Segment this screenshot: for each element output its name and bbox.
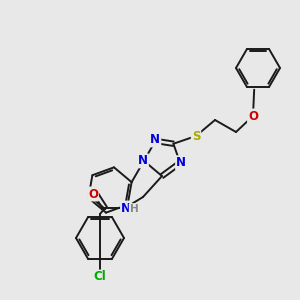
Text: N: N xyxy=(138,154,148,167)
Text: N: N xyxy=(176,156,186,169)
Text: N: N xyxy=(121,202,131,214)
Text: S: S xyxy=(192,130,200,142)
Text: N: N xyxy=(150,134,160,146)
Text: H: H xyxy=(130,204,138,214)
Text: Cl: Cl xyxy=(94,271,106,284)
Text: O: O xyxy=(248,110,258,122)
Text: O: O xyxy=(88,188,98,200)
